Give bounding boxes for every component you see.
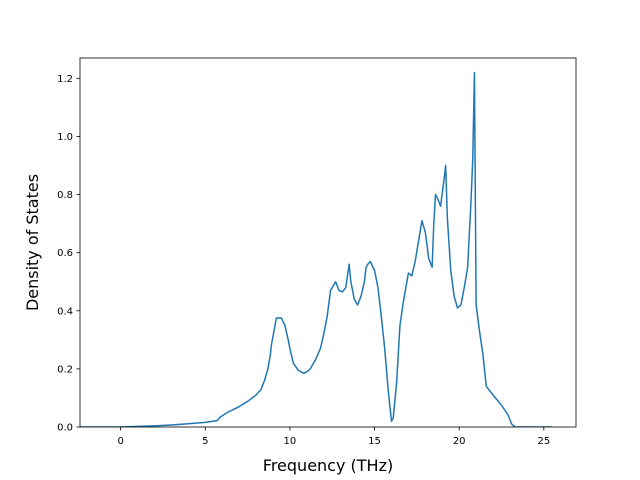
y-tick-label: 0.0	[57, 423, 73, 434]
x-axis-ticks: 0 5 10 15 20 25	[117, 427, 550, 447]
y-tick-label: 0.4	[57, 306, 73, 317]
x-tick-label: 0	[117, 436, 123, 447]
y-tick-label: 1.0	[57, 132, 73, 143]
y-tick-label: 0.6	[57, 248, 73, 259]
x-tick-label: 15	[368, 436, 381, 447]
y-tick-label: 0.2	[57, 364, 73, 375]
axes-frame	[79, 57, 577, 428]
x-tick-label: 5	[202, 436, 208, 447]
x-tick-label: 20	[453, 436, 466, 447]
x-tick-label: 25	[537, 436, 550, 447]
y-axis-ticks: 0.0 0.2 0.4 0.6 0.8 1.0 1.2	[57, 74, 80, 434]
dos-series-line	[80, 71, 553, 427]
y-tick-label: 1.2	[57, 74, 73, 85]
x-axis-label: Frequency (THz)	[263, 456, 393, 475]
y-tick-label: 0.8	[57, 190, 73, 201]
plot-area	[80, 71, 553, 427]
x-tick-label: 10	[284, 436, 297, 447]
y-axis-label: Density of States	[23, 174, 42, 311]
